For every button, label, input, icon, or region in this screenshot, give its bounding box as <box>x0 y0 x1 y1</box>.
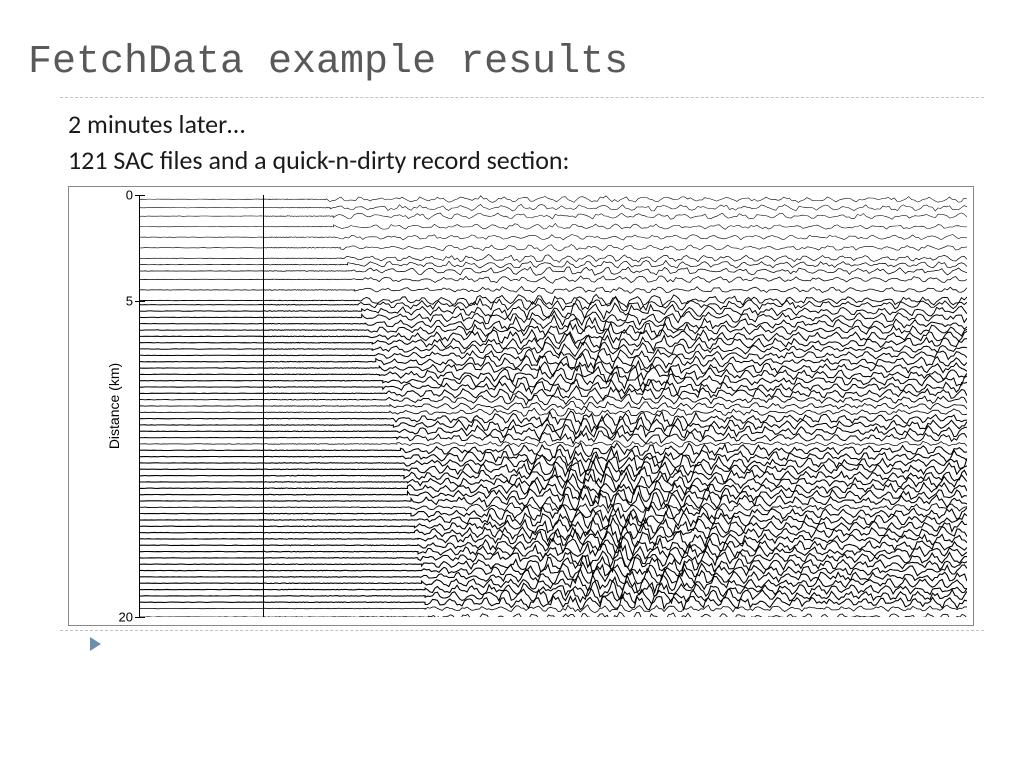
record-section-chart: Distance (km) 0520 <box>68 186 974 626</box>
divider-bottom <box>60 630 984 631</box>
divider-top <box>60 97 984 98</box>
ytick-mark <box>135 301 145 302</box>
ytick-label: 0 <box>111 188 133 203</box>
bullet-triangle-icon <box>90 637 101 651</box>
chart-ylabel: Distance (km) <box>106 363 122 449</box>
ytick-mark <box>135 617 145 618</box>
ytick-mark <box>135 195 145 196</box>
chart-plot-area: 0520 <box>139 195 967 617</box>
ytick-label: 20 <box>111 610 133 625</box>
zero-time-line <box>263 195 264 617</box>
slide: FetchData example results 2 minutes late… <box>0 0 1024 768</box>
body-line-2: 121 SAC files and a quick-n-dirty record… <box>68 144 1004 176</box>
slide-title: FetchData example results <box>28 40 1004 85</box>
ytick-label: 5 <box>111 293 133 308</box>
body-line-1: 2 minutes later… <box>68 108 1004 140</box>
